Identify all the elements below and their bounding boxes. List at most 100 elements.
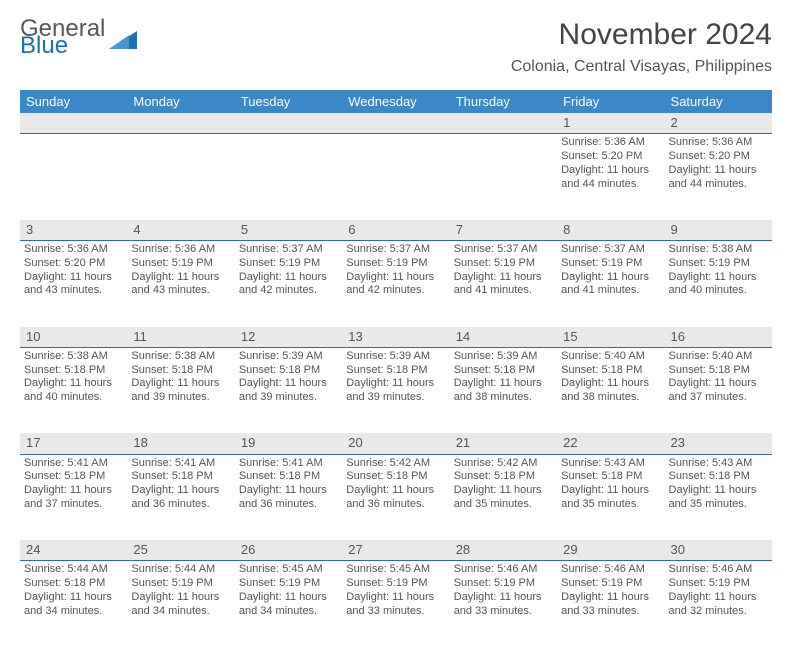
- day-daylight: Daylight: 11 hours and 44 minutes.: [669, 164, 768, 192]
- week-number-strip: 17181920212223: [20, 433, 772, 454]
- day-sunrise: Sunrise: 5:46 AM: [669, 563, 768, 577]
- day-sunrise: Sunrise: 5:36 AM: [24, 243, 123, 257]
- day-sunset: Sunset: 5:19 PM: [454, 257, 553, 271]
- week-number-strip: 12: [20, 113, 772, 134]
- day-sunset: Sunset: 5:19 PM: [669, 577, 768, 591]
- day-sunset: Sunset: 5:19 PM: [454, 577, 553, 591]
- day-number: 16: [665, 327, 772, 347]
- day-number-cell: 19: [235, 433, 342, 454]
- day-cell: Sunrise: 5:40 AMSunset: 5:18 PMDaylight:…: [557, 347, 664, 433]
- day-cell: Sunrise: 5:41 AMSunset: 5:18 PMDaylight:…: [127, 454, 234, 540]
- day-sunset: Sunset: 5:19 PM: [561, 577, 660, 591]
- day-number-cell: 25: [127, 540, 234, 561]
- day-number-cell: 7: [450, 220, 557, 241]
- day-sunset: Sunset: 5:18 PM: [561, 364, 660, 378]
- day-sunrise: Sunrise: 5:46 AM: [454, 563, 553, 577]
- day-number-cell: 5: [235, 220, 342, 241]
- day-number: 26: [235, 540, 342, 560]
- day-number-cell: 29: [557, 540, 664, 561]
- day-number: 9: [665, 220, 772, 240]
- day-cell: Sunrise: 5:39 AMSunset: 5:18 PMDaylight:…: [235, 347, 342, 433]
- day-number-cell: [20, 113, 127, 134]
- day-sunset: Sunset: 5:19 PM: [561, 257, 660, 271]
- day-number: [20, 113, 127, 133]
- brand-text: General Blue: [20, 18, 105, 58]
- day-number-cell: [235, 113, 342, 134]
- day-cell: Sunrise: 5:40 AMSunset: 5:18 PMDaylight:…: [665, 347, 772, 433]
- day-daylight: Daylight: 11 hours and 42 minutes.: [346, 271, 445, 299]
- day-number-cell: [450, 113, 557, 134]
- day-cell: Sunrise: 5:44 AMSunset: 5:19 PMDaylight:…: [127, 561, 234, 647]
- day-sunset: Sunset: 5:19 PM: [669, 257, 768, 271]
- day-daylight: Daylight: 11 hours and 32 minutes.: [669, 591, 768, 619]
- day-number: 20: [342, 433, 449, 453]
- month-title: November 2024: [511, 18, 772, 52]
- day-number-cell: 21: [450, 433, 557, 454]
- day-daylight: Daylight: 11 hours and 36 minutes.: [131, 484, 230, 512]
- day-number: [127, 113, 234, 133]
- day-daylight: Daylight: 11 hours and 43 minutes.: [24, 271, 123, 299]
- weekday-header-cell: Sunday: [20, 90, 127, 113]
- day-number-cell: 15: [557, 327, 664, 348]
- day-number: 1: [557, 113, 664, 133]
- day-daylight: Daylight: 11 hours and 37 minutes.: [669, 377, 768, 405]
- day-cell: Sunrise: 5:36 AMSunset: 5:20 PMDaylight:…: [665, 134, 772, 220]
- day-sunset: Sunset: 5:19 PM: [131, 257, 230, 271]
- day-sunrise: Sunrise: 5:40 AM: [561, 350, 660, 364]
- day-sunrise: Sunrise: 5:38 AM: [669, 243, 768, 257]
- day-daylight: Daylight: 11 hours and 33 minutes.: [454, 591, 553, 619]
- day-daylight: Daylight: 11 hours and 33 minutes.: [561, 591, 660, 619]
- week-row: Sunrise: 5:38 AMSunset: 5:18 PMDaylight:…: [20, 347, 772, 433]
- day-sunrise: Sunrise: 5:44 AM: [131, 563, 230, 577]
- day-cell: Sunrise: 5:38 AMSunset: 5:19 PMDaylight:…: [665, 241, 772, 327]
- day-sunset: Sunset: 5:18 PM: [239, 364, 338, 378]
- day-number: [342, 113, 449, 133]
- day-sunset: Sunset: 5:20 PM: [561, 150, 660, 164]
- day-number: 2: [665, 113, 772, 133]
- day-number-cell: 13: [342, 327, 449, 348]
- day-sunrise: Sunrise: 5:43 AM: [561, 457, 660, 471]
- day-number-cell: 10: [20, 327, 127, 348]
- day-number-cell: 12: [235, 327, 342, 348]
- day-cell: Sunrise: 5:45 AMSunset: 5:19 PMDaylight:…: [342, 561, 449, 647]
- day-cell: [450, 134, 557, 220]
- day-cell: Sunrise: 5:44 AMSunset: 5:18 PMDaylight:…: [20, 561, 127, 647]
- day-number-cell: 3: [20, 220, 127, 241]
- weekday-header: SundayMondayTuesdayWednesdayThursdayFrid…: [20, 90, 772, 113]
- day-cell: Sunrise: 5:39 AMSunset: 5:18 PMDaylight:…: [342, 347, 449, 433]
- day-number: 7: [450, 220, 557, 240]
- day-sunrise: Sunrise: 5:43 AM: [669, 457, 768, 471]
- day-cell: Sunrise: 5:45 AMSunset: 5:19 PMDaylight:…: [235, 561, 342, 647]
- day-sunrise: Sunrise: 5:36 AM: [131, 243, 230, 257]
- day-number-cell: 2: [665, 113, 772, 134]
- day-number: [235, 113, 342, 133]
- week-row: Sunrise: 5:36 AMSunset: 5:20 PMDaylight:…: [20, 134, 772, 220]
- day-number: [450, 113, 557, 133]
- calendar-page: General Blue November 2024 Colonia, Cent…: [0, 0, 792, 657]
- day-daylight: Daylight: 11 hours and 40 minutes.: [24, 377, 123, 405]
- weekday-header-cell: Tuesday: [235, 90, 342, 113]
- day-sunrise: Sunrise: 5:39 AM: [346, 350, 445, 364]
- day-sunrise: Sunrise: 5:42 AM: [346, 457, 445, 471]
- day-number-cell: 20: [342, 433, 449, 454]
- day-sunset: Sunset: 5:18 PM: [454, 470, 553, 484]
- day-cell: Sunrise: 5:36 AMSunset: 5:20 PMDaylight:…: [20, 241, 127, 327]
- day-cell: Sunrise: 5:37 AMSunset: 5:19 PMDaylight:…: [450, 241, 557, 327]
- day-daylight: Daylight: 11 hours and 41 minutes.: [454, 271, 553, 299]
- day-cell: Sunrise: 5:46 AMSunset: 5:19 PMDaylight:…: [557, 561, 664, 647]
- day-sunset: Sunset: 5:20 PM: [24, 257, 123, 271]
- day-number-cell: 18: [127, 433, 234, 454]
- day-number-cell: 14: [450, 327, 557, 348]
- day-cell: Sunrise: 5:43 AMSunset: 5:18 PMDaylight:…: [665, 454, 772, 540]
- day-cell: [342, 134, 449, 220]
- day-sunset: Sunset: 5:18 PM: [454, 364, 553, 378]
- day-sunrise: Sunrise: 5:39 AM: [239, 350, 338, 364]
- day-number: 12: [235, 327, 342, 347]
- day-cell: Sunrise: 5:37 AMSunset: 5:19 PMDaylight:…: [235, 241, 342, 327]
- day-daylight: Daylight: 11 hours and 40 minutes.: [669, 271, 768, 299]
- day-sunrise: Sunrise: 5:45 AM: [239, 563, 338, 577]
- day-number: 4: [127, 220, 234, 240]
- weekday-header-cell: Friday: [557, 90, 664, 113]
- week-number-strip: 3456789: [20, 220, 772, 241]
- day-number-cell: 8: [557, 220, 664, 241]
